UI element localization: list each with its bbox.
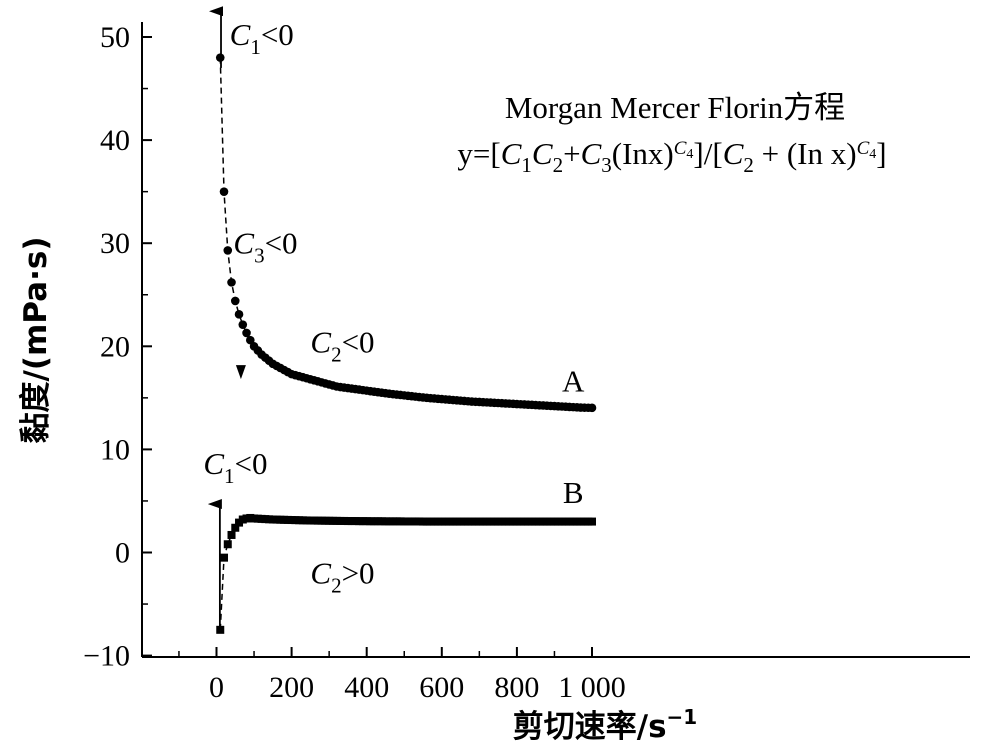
series-label-b: B <box>563 475 584 510</box>
x-tick-label: 1 000 <box>558 671 626 704</box>
annotations: C1<0 C3<0 C2<0 C1<0 C2>0 <box>203 17 374 597</box>
x-tick-label: 800 <box>494 671 539 704</box>
series-a-point <box>227 278 236 287</box>
x-tick-label: 600 <box>419 671 464 704</box>
series-a-point <box>245 335 255 345</box>
series-a-point <box>230 296 240 306</box>
x-tick-label: 400 <box>344 671 389 704</box>
y-tick-label: 10 <box>100 433 130 466</box>
x-ticks: 0 200 400 600 800 1 000 <box>178 647 626 704</box>
annotation-b-c2: C2>0 <box>310 555 374 597</box>
y-tick-label: 20 <box>100 330 130 363</box>
x-tick-label: 200 <box>269 671 314 704</box>
series-a-down-arrowhead <box>235 365 246 380</box>
series-b-fit-line <box>219 517 592 630</box>
y-axis-title: 黏度/(mPa·s) <box>18 237 54 444</box>
series-a-point <box>238 320 248 329</box>
y-tick-label: −10 <box>83 640 130 673</box>
series-label-a: A <box>562 364 585 399</box>
series-a-point <box>242 328 251 338</box>
series-b-point <box>588 517 596 526</box>
series-b-point <box>231 523 240 532</box>
series-b-point <box>216 625 225 634</box>
y-tick-label: 40 <box>100 124 130 157</box>
series-a-point <box>223 246 233 255</box>
y-tick-label: 30 <box>100 227 130 260</box>
x-tick-label: 0 <box>209 671 224 704</box>
y-tick-label: 0 <box>115 537 130 570</box>
y-ticks: −10 0 10 20 30 40 50 <box>83 21 152 673</box>
annotation-a-c1: C1<0 <box>230 17 294 59</box>
series-a-point <box>587 403 597 413</box>
annotation-a-c2: C2<0 <box>310 324 374 366</box>
series-b-point <box>220 553 229 562</box>
annotation-a-c3: C3<0 <box>233 226 297 268</box>
series-a-points <box>215 53 597 413</box>
equation-title: Morgan Mercer Florin方程 <box>505 90 845 125</box>
series-a-point <box>215 53 225 62</box>
series-a-point <box>234 310 244 319</box>
series-a-point <box>219 187 229 196</box>
x-axis-title: 剪切速率/s−1 <box>513 705 697 745</box>
y-tick-label: 50 <box>100 21 130 54</box>
series-b-points <box>216 513 596 634</box>
series-b-point <box>227 530 236 539</box>
equation-formula: y=[C1C2+C3(Inx)C4]/[C2 + (In x)C4] <box>457 136 886 177</box>
series-labels: AB <box>562 364 585 510</box>
series-b-point <box>223 540 232 549</box>
annotation-b-c1: C1<0 <box>203 446 267 488</box>
